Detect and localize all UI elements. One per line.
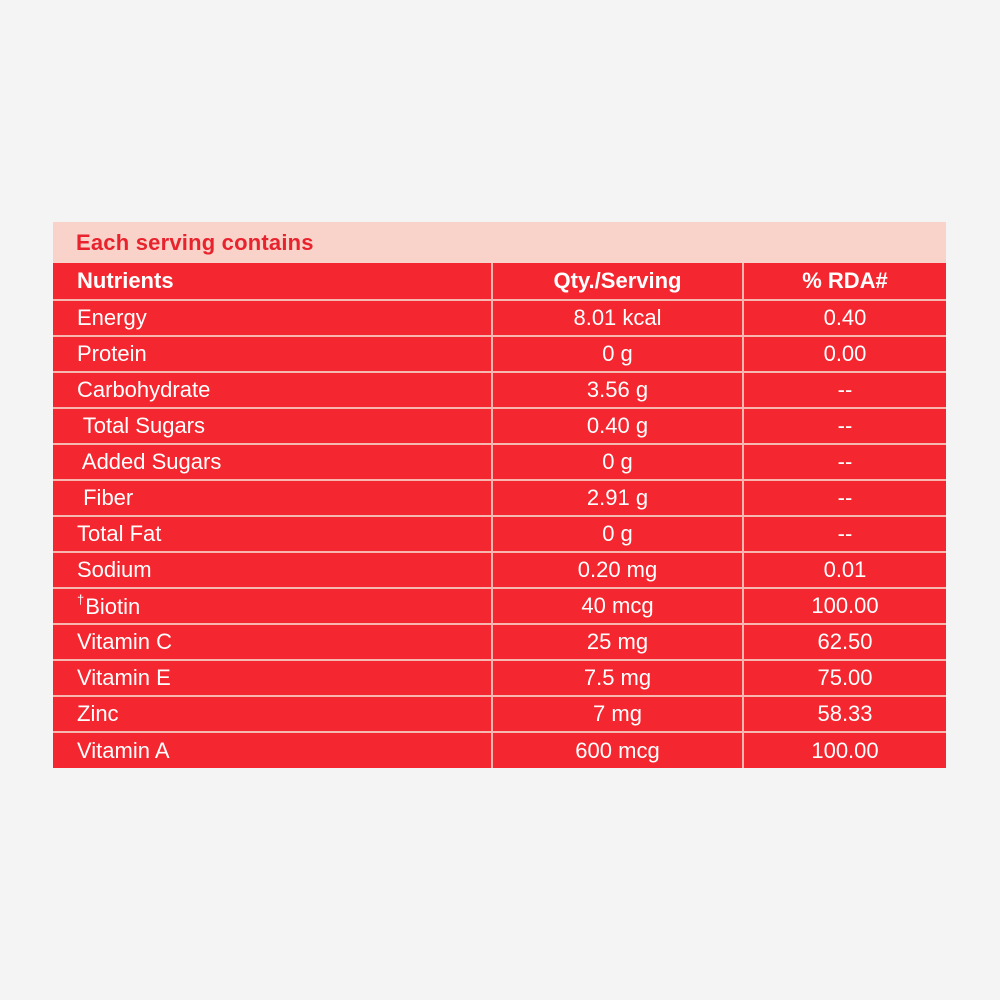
nutrient-name: Total Fat	[53, 515, 493, 552]
nutrient-rda: --	[743, 443, 946, 480]
nutrient-name: Vitamin C	[53, 623, 493, 660]
nutrient-name-cell: †Biotin	[53, 587, 493, 624]
nutrient-qty: 7 mg	[492, 695, 744, 732]
table-row: †Biotin 40 mcg 100.00	[53, 587, 946, 624]
table-row: Total Sugars 0.40 g --	[53, 407, 946, 444]
nutrient-name: Protein	[53, 335, 493, 372]
nutrient-rda: 100.00	[743, 587, 946, 624]
table-row: Zinc 7 mg 58.33	[53, 695, 946, 732]
nutrient-rda: --	[743, 407, 946, 444]
nutrient-name: Sodium	[53, 551, 493, 588]
nutrient-rda: 58.33	[743, 695, 946, 732]
nutrient-qty: 600 mcg	[492, 731, 744, 768]
panel-title: Each serving contains	[76, 229, 314, 255]
table-row: Vitamin A 600 mcg 100.00	[53, 731, 946, 768]
column-header-qty: Qty./Serving	[492, 263, 744, 300]
nutrient-qty: 2.91 g	[492, 479, 744, 516]
nutrient-name: Vitamin A	[53, 731, 493, 768]
nutrient-rda: --	[743, 515, 946, 552]
nutrient-name: Fiber	[53, 479, 493, 516]
nutrient-rda: 0.40	[743, 299, 946, 336]
nutrient-qty: 0.40 g	[492, 407, 744, 444]
panel-header: Each serving contains	[53, 222, 946, 263]
nutrient-name: Carbohydrate	[53, 371, 493, 408]
nutrient-qty: 7.5 mg	[492, 659, 744, 696]
nutrient-rda: 0.00	[743, 335, 946, 372]
dagger-mark: †	[77, 592, 85, 607]
nutrient-qty: 40 mcg	[492, 587, 744, 624]
table-header-row: Nutrients Qty./Serving % RDA#	[53, 263, 946, 300]
nutrient-rda: 75.00	[743, 659, 946, 696]
table-row: Vitamin C 25 mg 62.50	[53, 623, 946, 660]
table-row: Total Fat 0 g --	[53, 515, 946, 552]
table-row: Carbohydrate 3.56 g --	[53, 371, 946, 408]
nutrition-panel: Each serving contains Nutrients Qty./Ser…	[53, 222, 946, 768]
nutrition-table: Nutrients Qty./Serving % RDA# Energy 8.0…	[53, 263, 946, 768]
column-header-nutrients: Nutrients	[53, 263, 493, 300]
column-header-rda: % RDA#	[802, 268, 888, 293]
nutrient-qty: 0 g	[492, 443, 744, 480]
nutrient-qty: 0 g	[492, 335, 744, 372]
nutrient-name: Energy	[53, 299, 493, 336]
nutrient-qty: 0 g	[492, 515, 744, 552]
table-row: Protein 0 g 0.00	[53, 335, 946, 372]
nutrient-qty: 8.01 kcal	[492, 299, 744, 336]
table-row: Energy 8.01 kcal 0.40	[53, 299, 946, 336]
nutrient-qty: 25 mg	[492, 623, 744, 660]
nutrient-name: Biotin	[85, 594, 141, 619]
nutrient-name: Vitamin E	[53, 659, 493, 696]
nutrient-rda: --	[743, 371, 946, 408]
nutrient-rda: 100.00	[743, 731, 946, 768]
nutrient-rda: 0.01	[743, 551, 946, 588]
nutrient-name: Total Sugars	[53, 407, 493, 444]
nutrient-name: Added Sugars	[53, 443, 493, 480]
nutrient-rda: --	[743, 479, 946, 516]
table-row: Added Sugars 0 g --	[53, 443, 946, 480]
nutrient-name: Zinc	[53, 695, 493, 732]
table-row: Vitamin E 7.5 mg 75.00	[53, 659, 946, 696]
nutrient-rda: 62.50	[743, 623, 946, 660]
nutrient-qty: 3.56 g	[492, 371, 744, 408]
table-row: Fiber 2.91 g --	[53, 479, 946, 516]
table-row: Sodium 0.20 mg 0.01	[53, 551, 946, 588]
nutrient-qty: 0.20 mg	[492, 551, 744, 588]
